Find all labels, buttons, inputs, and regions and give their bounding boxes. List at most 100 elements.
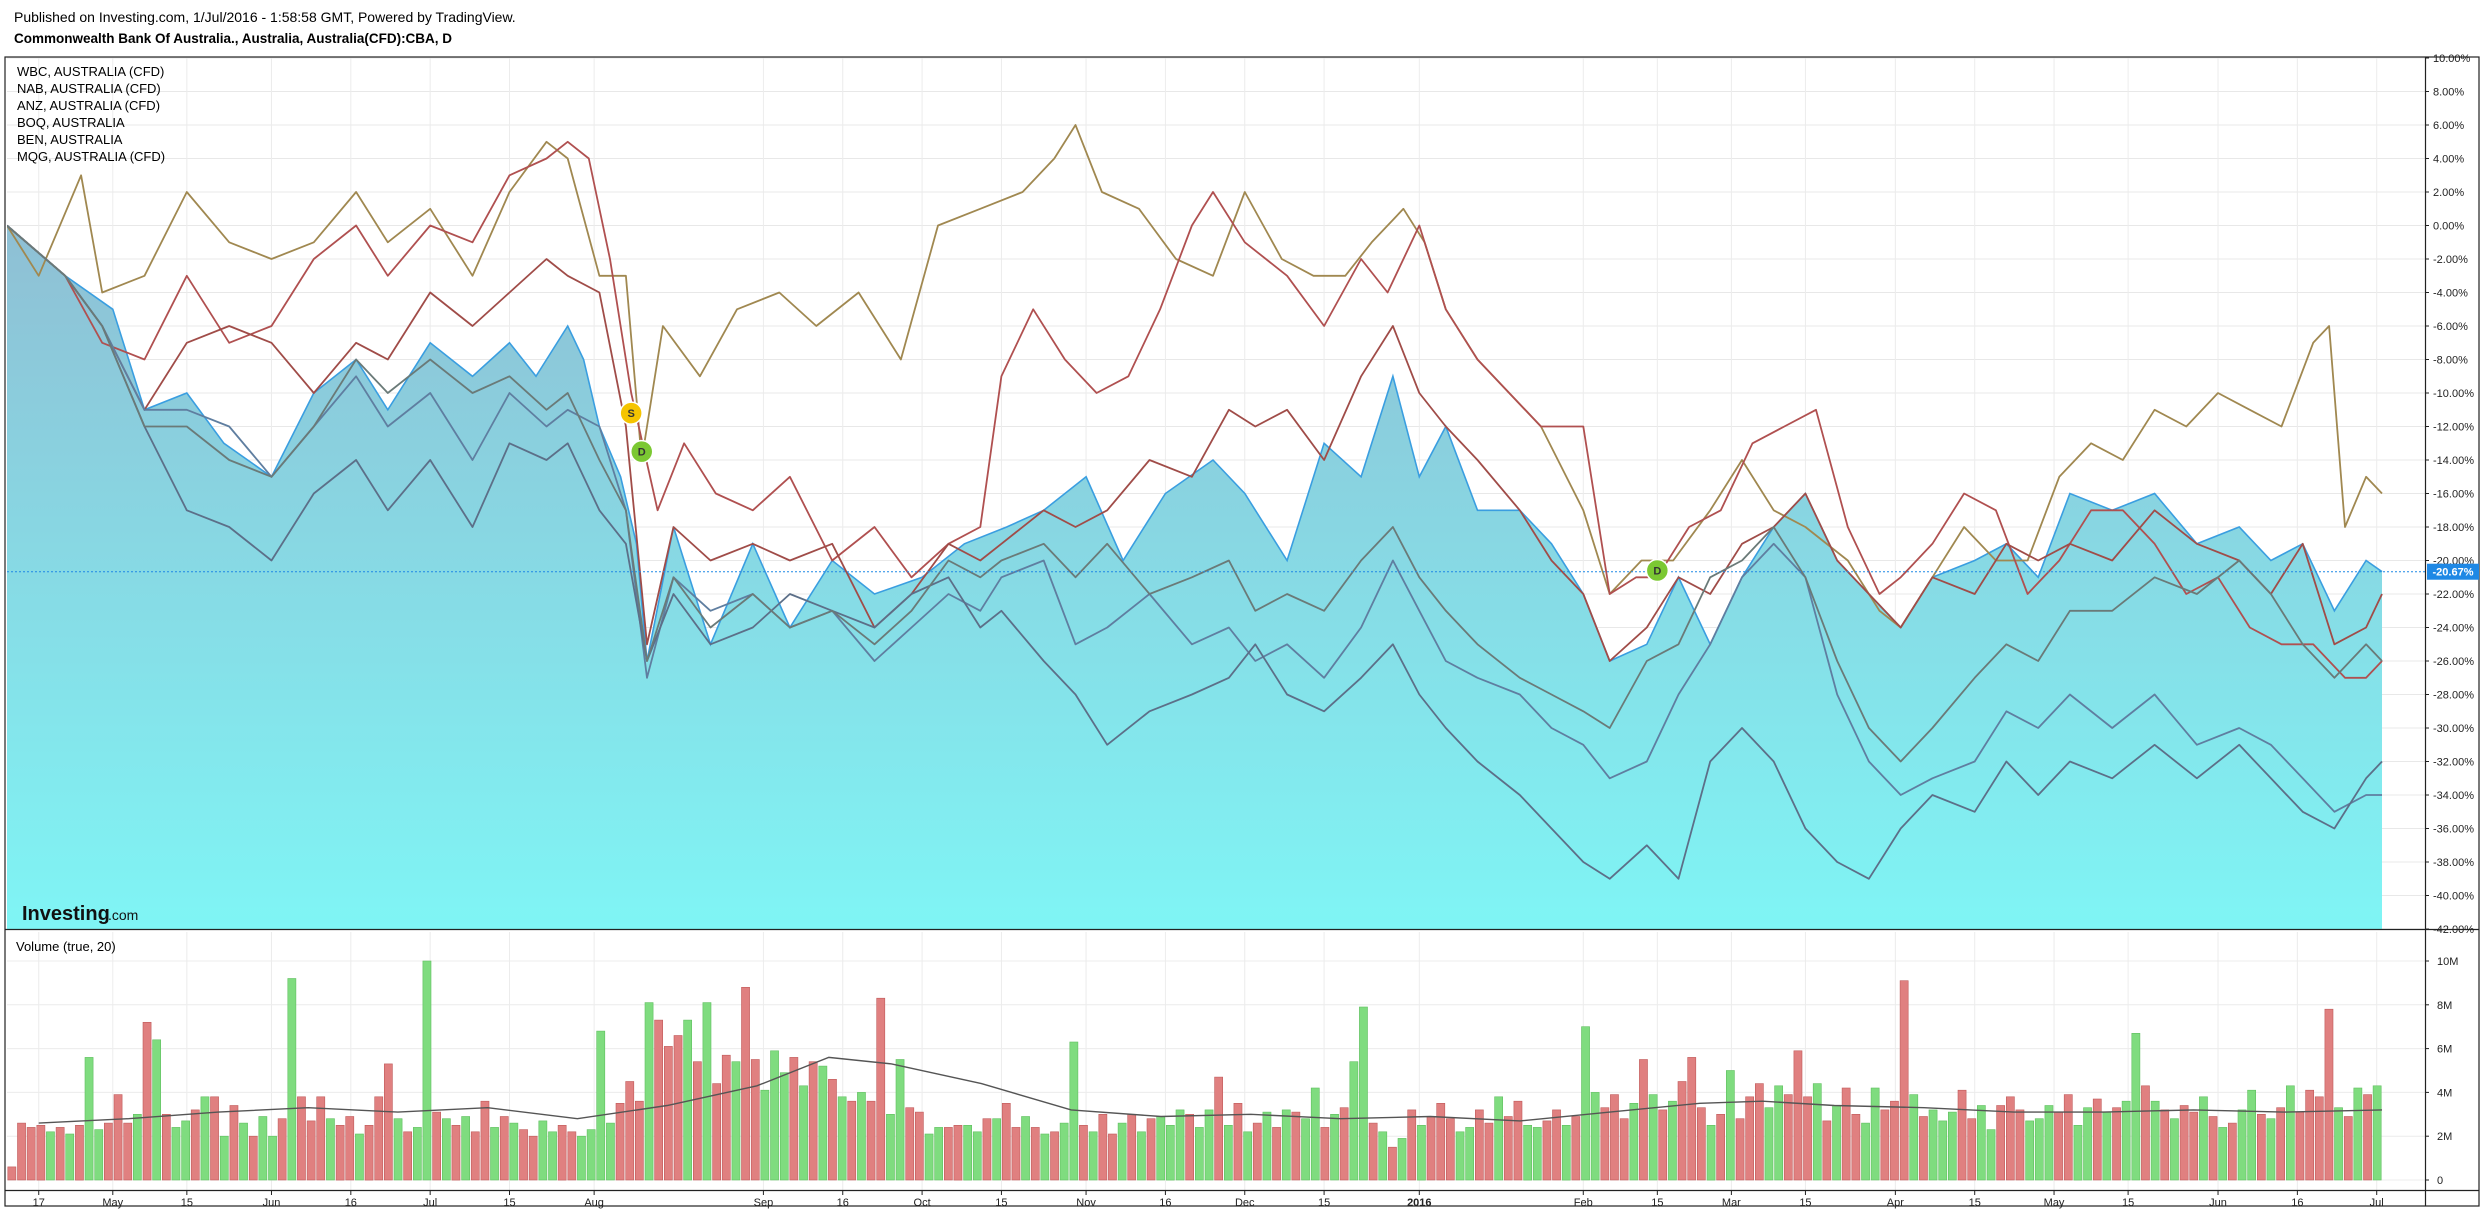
volume-bar: [1407, 1109, 1417, 1181]
y-tick-label: -38.00%: [2433, 857, 2474, 869]
volume-bar: [326, 1118, 335, 1181]
volume-bar: [1252, 1122, 1262, 1181]
volume-bar: [2257, 1114, 2266, 1181]
volume-tick-label: 2M: [2437, 1131, 2452, 1143]
volume-bar: [528, 1135, 538, 1181]
volume-bar: [2034, 1118, 2044, 1181]
volume-bar: [1880, 1109, 1890, 1181]
volume-bar: [26, 1127, 36, 1181]
volume-bar: [1204, 1109, 1214, 1181]
volume-bar: [123, 1122, 133, 1181]
volume-tick-label: 10M: [2437, 956, 2458, 968]
legend-item[interactable]: BEN, AUSTRALIA: [17, 132, 123, 147]
volume-bar: [1832, 1105, 1841, 1181]
volume-bar: [1079, 1125, 1088, 1181]
cba-line: [7, 224, 2383, 663]
volume-bar: [654, 1019, 663, 1181]
volume-bar: [1803, 1096, 1812, 1181]
volume-bar: [1417, 1125, 1426, 1181]
x-tick-label: Dec: [1235, 1197, 1255, 1209]
volume-bar: [548, 1131, 557, 1181]
volume-bar: [2170, 1118, 2179, 1181]
chart-frame: [4, 56, 2480, 1207]
volume-bar: [2121, 1100, 2131, 1181]
volume-bar: [104, 1122, 113, 1181]
legend-item[interactable]: ANZ, AUSTRALIA (CFD): [17, 98, 160, 113]
volume-bar: [1938, 1120, 1948, 1181]
marker-label: D: [638, 447, 646, 459]
volume-bar: [374, 1096, 384, 1181]
volume-bar: [200, 1096, 210, 1181]
volume-bar: [46, 1131, 55, 1181]
volume-bar: [866, 1100, 876, 1181]
event-markers: S D D: [619, 401, 1670, 583]
volume-bar: [509, 1122, 519, 1181]
logo-suffix: .com: [108, 907, 138, 923]
volume-bar: [364, 1125, 374, 1181]
volume-bar: [1890, 1100, 1899, 1181]
volume-bar: [2083, 1107, 2092, 1181]
volume-bar: [577, 1135, 586, 1181]
volume-bar: [1195, 1127, 1204, 1181]
volume-bar: [94, 1129, 104, 1181]
volume-bar: [1677, 1081, 1687, 1181]
volume-bar: [1812, 1083, 1822, 1181]
volume-bar: [1291, 1111, 1301, 1181]
volume-bar: [1108, 1133, 1117, 1181]
volume-bar: [779, 1072, 789, 1181]
volume-bar: [1571, 1116, 1581, 1181]
volume-bar: [55, 1127, 65, 1181]
volume-bar: [2324, 1008, 2334, 1181]
x-tick-label: Jun: [263, 1197, 281, 1209]
volume-bar: [1059, 1122, 1069, 1181]
volume-bar: [190, 1109, 200, 1181]
volume-bar: [2025, 1120, 2034, 1181]
y-tick-label: -36.00%: [2433, 824, 2474, 836]
volume-bar: [7, 1166, 17, 1181]
anz-line: [7, 224, 2383, 662]
x-tick-label: 17: [33, 1197, 45, 1209]
volume-bar: [345, 1116, 355, 1181]
x-tick-label: 15: [1318, 1197, 1330, 1209]
legend-item[interactable]: BOQ, AUSTRALIA: [17, 115, 125, 130]
volume-bar: [731, 1061, 741, 1181]
volume-tick-label: 6M: [2437, 1044, 2452, 1056]
volume-bar: [1446, 1118, 1455, 1181]
volume-bar: [876, 997, 886, 1181]
volume-bar: [1368, 1122, 1378, 1181]
volume-bar: [36, 1125, 46, 1181]
volume-bar: [210, 1096, 219, 1181]
volume-bar: [335, 1125, 345, 1181]
volume-bars: [7, 960, 2383, 1181]
x-tick-label: Jun: [2209, 1197, 2227, 1209]
y-tick-label: -16.00%: [2433, 489, 2474, 501]
cba-area: [7, 225, 2382, 929]
volume-bar: [1726, 1070, 1735, 1181]
volume-bar: [2363, 1094, 2372, 1181]
y-tick-label: -6.00%: [2433, 321, 2468, 333]
volume-bar: [2063, 1094, 2073, 1181]
volume-bar: [886, 1114, 895, 1181]
volume-bar: [1098, 1114, 1108, 1181]
volume-bar: [2044, 1105, 2054, 1181]
volume-bar: [914, 1111, 924, 1181]
volume-bar: [84, 1057, 94, 1181]
volume-bar: [162, 1114, 171, 1181]
volume-bar: [2208, 1116, 2218, 1181]
x-tick-label: 16: [1159, 1197, 1171, 1209]
boq-line: [7, 224, 2382, 813]
volume-bar: [1243, 1131, 1252, 1181]
legend-item[interactable]: MQG, AUSTRALIA (CFD): [17, 149, 165, 164]
volume-bar: [1870, 1087, 1880, 1181]
volume-bar: [663, 1046, 673, 1181]
legend: WBC, AUSTRALIA (CFD) NAB, AUSTRALIA (CFD…: [17, 64, 165, 164]
volume-bar: [799, 1085, 808, 1181]
x-tick-label: 15: [2122, 1197, 2134, 1209]
volume-bar: [982, 1118, 992, 1181]
x-tick-label: 16: [837, 1197, 849, 1209]
y-tick-label: 0.00%: [2433, 221, 2464, 233]
volume-bar: [383, 1063, 393, 1181]
legend-item[interactable]: NAB, AUSTRALIA (CFD): [17, 81, 161, 96]
legend-item[interactable]: WBC, AUSTRALIA (CFD): [17, 64, 164, 79]
